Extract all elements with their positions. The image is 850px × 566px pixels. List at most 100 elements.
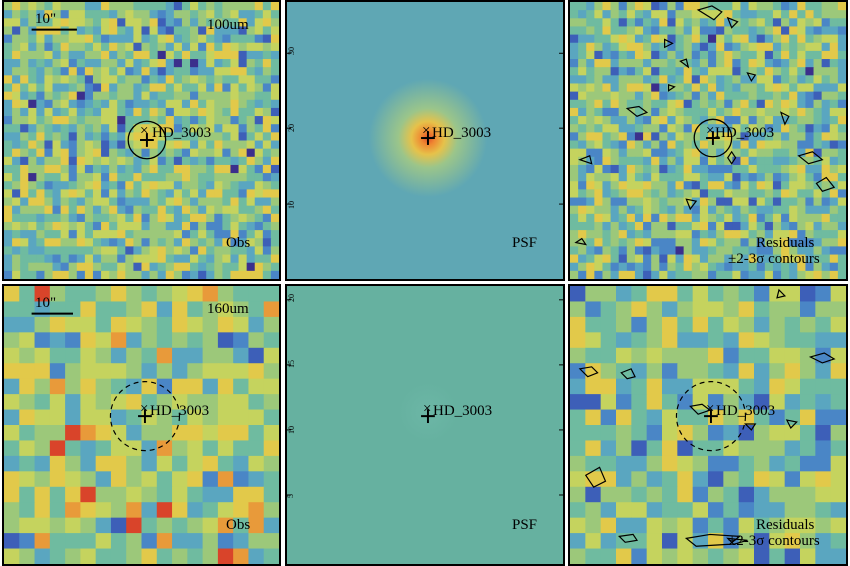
- pixel-cell: [585, 517, 602, 534]
- pixel-cell: [92, 189, 102, 199]
- pixel-cell: [659, 189, 669, 199]
- pixel-cell: [101, 270, 110, 279]
- pixel-cell: [600, 440, 617, 457]
- pixel-cell: [618, 132, 628, 142]
- pixel-cell: [222, 34, 232, 44]
- pixel-cell: [254, 148, 264, 158]
- pixel-cell: [634, 262, 644, 272]
- pixel-cell: [36, 164, 46, 174]
- pixel-cell: [570, 270, 579, 279]
- pixel-cell: [643, 99, 652, 109]
- pixel-cell: [12, 140, 21, 150]
- pixel-cell: [117, 173, 126, 182]
- pixel-cell: [784, 316, 801, 333]
- pixel-cell: [156, 347, 173, 364]
- pixel-cell: [20, 75, 29, 85]
- pixel-cell: [602, 75, 612, 85]
- pixel-cell: [602, 164, 612, 174]
- residuals-160um-map: [570, 286, 846, 564]
- pixel-cell: [618, 75, 628, 85]
- pixel-cell: [149, 262, 159, 272]
- pixel-cell: [602, 197, 612, 207]
- pixel-cell: [659, 99, 669, 109]
- pixel-cell: [626, 189, 636, 199]
- pixel-cell: [797, 164, 807, 174]
- pixel-cell: [805, 50, 815, 60]
- pixel-cell: [246, 50, 256, 60]
- pixel-cell: [84, 205, 94, 215]
- pixel-cell: [789, 270, 798, 279]
- pixel-cell: [815, 316, 832, 333]
- pixel-cell: [133, 67, 143, 76]
- pixel-cell: [76, 59, 86, 68]
- pixel-cell: [125, 75, 135, 85]
- pixel-cell: [821, 205, 831, 215]
- pixel-cell: [95, 316, 112, 333]
- pixel-cell: [76, 156, 86, 166]
- pixel-cell: [797, 221, 807, 231]
- pixel-cell: [34, 363, 51, 380]
- pixel-cell: [772, 42, 782, 52]
- pixel-cell: [12, 34, 21, 44]
- pixel-cell: [214, 2, 223, 11]
- pixel-cell: [28, 75, 37, 85]
- pixel-cell: [181, 91, 191, 101]
- pixel-cell: [789, 59, 798, 68]
- pixel-cell: [172, 363, 188, 380]
- pixel-cell: [84, 42, 94, 52]
- pixel-cell: [262, 164, 272, 174]
- pixel-cell: [4, 286, 20, 303]
- pixel-cell: [594, 156, 604, 166]
- pixel-cell: [109, 34, 118, 44]
- pixel-cell: [20, 116, 29, 125]
- pixel-cell: [157, 197, 167, 207]
- pixel-cell: [36, 197, 46, 207]
- pixel-cell: [206, 213, 215, 223]
- pixel-cell: [44, 2, 54, 11]
- pixel-cell: [661, 409, 678, 426]
- pixel-cell: [651, 148, 660, 158]
- pixel-cell: [708, 181, 717, 190]
- pixel-cell: [187, 332, 204, 349]
- pixel-cell: [222, 254, 232, 264]
- pixel-cell: [217, 363, 234, 380]
- pixel-cell: [133, 173, 143, 182]
- pixel-cell: [651, 34, 660, 44]
- pixel-cell: [44, 91, 54, 101]
- pixel-cell: [738, 347, 755, 364]
- pixel-cell: [141, 140, 151, 150]
- pixel-cell: [594, 140, 604, 150]
- pixel-cell: [732, 205, 742, 215]
- pixel-cell: [830, 440, 846, 457]
- pixel-cell: [781, 254, 790, 264]
- pixel-cell: [68, 34, 78, 44]
- pixel-cell: [754, 548, 770, 564]
- pixel-cell: [643, 124, 652, 133]
- pixel-cell: [683, 254, 693, 264]
- pixel-cell: [76, 140, 86, 150]
- pixel-cell: [764, 189, 774, 199]
- pixel-cell: [270, 140, 279, 150]
- pixel-cell: [651, 205, 660, 215]
- pixel-cell: [616, 286, 632, 303]
- pixel-cell: [675, 156, 685, 166]
- pixel-cell: [117, 156, 126, 166]
- pixel-cell: [578, 254, 587, 264]
- pixel-cell: [76, 67, 86, 76]
- pixel-cell: [634, 99, 644, 109]
- pixel-cell: [117, 270, 126, 279]
- pixel-cell: [246, 34, 256, 44]
- pixel-cell: [805, 205, 815, 215]
- pixel-cell: [570, 378, 586, 395]
- pixel-cell: [797, 83, 807, 93]
- pixel-cell: [254, 18, 264, 28]
- pixel-cell: [52, 246, 62, 256]
- pixel-cell: [214, 213, 223, 223]
- pixel-cell: [36, 205, 46, 215]
- pixel-cell: [661, 455, 678, 472]
- pixel-cell: [68, 148, 78, 158]
- pixel-cell: [28, 164, 37, 174]
- pixel-cell: [740, 140, 750, 150]
- pixel-cell: [270, 107, 279, 117]
- pixel-cell: [821, 2, 831, 11]
